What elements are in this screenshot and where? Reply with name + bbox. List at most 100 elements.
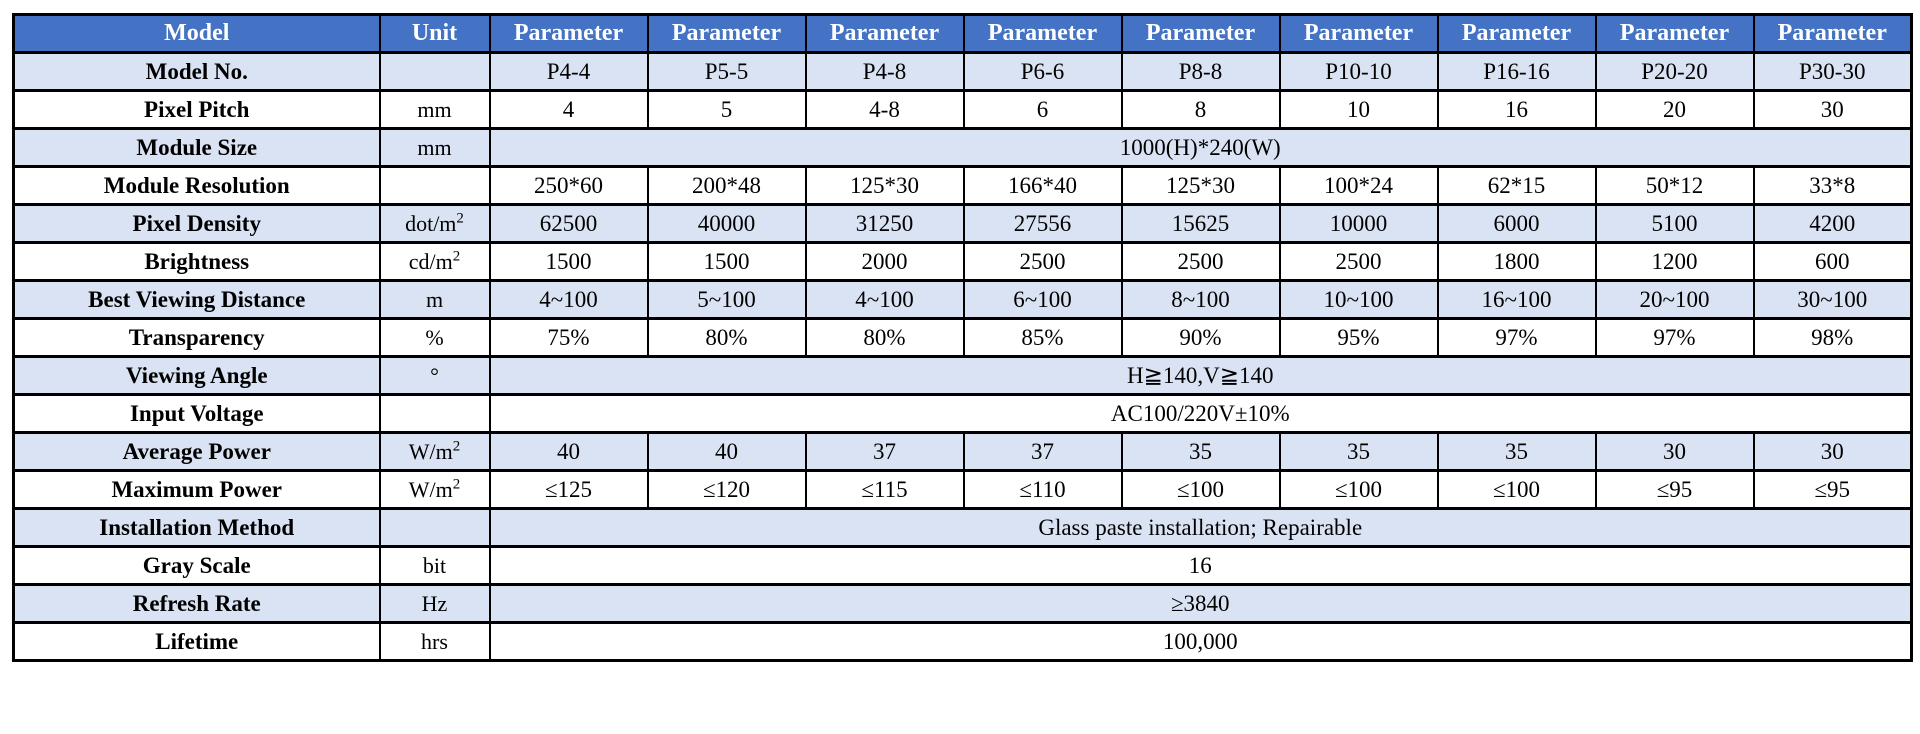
unit-superscript: 2 xyxy=(456,210,464,227)
header-parameter-cell: Parameter xyxy=(1436,13,1597,54)
value-cell: 62*15 xyxy=(1436,165,1597,206)
value-cell: 1800 xyxy=(1436,241,1597,282)
unit-text: % xyxy=(425,324,444,350)
unit-text: cd/m xyxy=(408,248,453,274)
header-parameter-cell: Parameter xyxy=(646,13,807,54)
table-row: Brightness cd/m2 1500 1500 2000 2500 2500 2500 1… xyxy=(12,241,1913,282)
value-cell: 30 xyxy=(1594,431,1755,472)
value-cell: 125*30 xyxy=(1120,165,1281,206)
value-cell-merged: 1000(H)*240(W) xyxy=(488,127,1913,168)
value-cell: 35 xyxy=(1436,431,1597,472)
unit-cell xyxy=(378,393,491,434)
value-cell: ≤125 xyxy=(488,469,649,510)
value-cell: P10-10 xyxy=(1278,51,1439,92)
table-row: Maximum Power W/m2 ≤125 ≤120 ≤115 ≤110 ≤100 ≤10… xyxy=(12,469,1913,510)
value-cell: P30-30 xyxy=(1752,51,1913,92)
row-label-cell: Pixel Density xyxy=(12,203,381,244)
spec-table-head: Model Unit Parameter Parameter Parameter Pa… xyxy=(12,13,1913,54)
table-row: Viewing Angle ° H≧140,V≧140 xyxy=(12,355,1913,396)
table-row: Model No. P4-4 P5-5 P4-8 P6-6 P8-8 P10-10 P16-1… xyxy=(12,51,1913,92)
header-parameter-cell: Parameter xyxy=(1594,13,1755,54)
value-cell: ≤110 xyxy=(962,469,1123,510)
unit-cell: mm xyxy=(378,127,491,168)
header-parameter-cell: Parameter xyxy=(488,13,649,54)
unit-cell: W/m2 xyxy=(378,469,491,510)
value-cell: 200*48 xyxy=(646,165,807,206)
value-cell-merged: ≥3840 xyxy=(488,583,1913,624)
value-cell-merged: 100,000 xyxy=(488,621,1913,662)
table-row: Pixel Pitch mm 4 5 4-8 6 8 10 16 20 30 xyxy=(12,89,1913,130)
value-cell: P5-5 xyxy=(646,51,807,92)
value-cell: 10 xyxy=(1278,89,1439,130)
unit-text: W/m xyxy=(408,438,453,464)
value-cell: 2500 xyxy=(1120,241,1281,282)
value-cell: 15625 xyxy=(1120,203,1281,244)
value-cell: 80% xyxy=(646,317,807,358)
value-cell: P4-8 xyxy=(804,51,965,92)
value-cell: 40000 xyxy=(646,203,807,244)
value-cell: 75% xyxy=(488,317,649,358)
unit-cell: cd/m2 xyxy=(378,241,491,282)
row-label-cell: Transparency xyxy=(12,317,381,358)
value-cell: 600 xyxy=(1752,241,1913,282)
value-cell: P20-20 xyxy=(1594,51,1755,92)
row-label-cell: Input Voltage xyxy=(12,393,381,434)
value-cell: 166*40 xyxy=(962,165,1123,206)
table-row: Best Viewing Distance m 4~100 5~100 4~100 6~1… xyxy=(12,279,1913,320)
table-row: Transparency% 75% 80% 80% 85% 90% 95% 97% 97% 98% xyxy=(12,317,1913,358)
table-row: Input Voltage AC100/220V±10% xyxy=(12,393,1913,434)
value-cell-merged: H≧140,V≧140 xyxy=(488,355,1913,396)
unit-text: dot/m xyxy=(405,210,457,236)
header-model-cell: Model xyxy=(12,13,381,54)
value-cell: 100*24 xyxy=(1278,165,1439,206)
value-cell: 1200 xyxy=(1594,241,1755,282)
unit-cell: ° xyxy=(378,355,491,396)
value-cell: ≤95 xyxy=(1594,469,1755,510)
row-label-cell: Gray Scale xyxy=(12,545,381,586)
table-row: Gray Scale bit 16 xyxy=(12,545,1913,586)
value-cell: 10~100 xyxy=(1278,279,1439,320)
value-cell: 35 xyxy=(1278,431,1439,472)
table-row: Lifetime hrs 100,000 xyxy=(12,621,1913,662)
value-cell: ≤100 xyxy=(1436,469,1597,510)
row-label-cell: Model No. xyxy=(12,51,381,92)
value-cell: ≤100 xyxy=(1120,469,1281,510)
table-row: Refresh Rate Hz ≥3840 xyxy=(12,583,1913,624)
unit-cell: bit xyxy=(378,545,491,586)
row-label-cell: Maximum Power xyxy=(12,469,381,510)
unit-cell: m xyxy=(378,279,491,320)
unit-cell: hrs xyxy=(378,621,491,662)
unit-superscript: 2 xyxy=(452,476,461,493)
value-cell: 20~100 xyxy=(1594,279,1755,320)
value-cell: 30 xyxy=(1752,89,1913,130)
value-cell: 6000 xyxy=(1436,203,1597,244)
row-label-cell: Module Resolution xyxy=(12,165,381,206)
value-cell: 97% xyxy=(1594,317,1755,358)
unit-cell: W/m2 xyxy=(378,431,491,472)
value-cell: 2500 xyxy=(1278,241,1439,282)
value-cell: 5~100 xyxy=(646,279,807,320)
unit-text: Hz xyxy=(421,590,448,616)
value-cell: 95% xyxy=(1278,317,1439,358)
header-row: Model Unit Parameter Parameter Parameter Pa… xyxy=(12,13,1913,54)
value-cell: 4200 xyxy=(1752,203,1913,244)
unit-cell xyxy=(378,165,491,206)
value-cell: 16 xyxy=(1436,89,1597,130)
row-label-cell: Module Size xyxy=(12,127,381,168)
value-cell: 5100 xyxy=(1594,203,1755,244)
value-cell: ≤115 xyxy=(804,469,965,510)
value-cell: P6-6 xyxy=(962,51,1123,92)
value-cell-merged: Glass paste installation; Repairable xyxy=(488,507,1913,548)
table-row: Average Power W/m2 40 40 37 37 35 35 35 30 30 xyxy=(12,431,1913,472)
value-cell: P8-8 xyxy=(1120,51,1281,92)
header-parameter-cell: Parameter xyxy=(962,13,1123,54)
unit-cell: Hz xyxy=(378,583,491,624)
spec-table: Model Unit Parameter Parameter Parameter Pa… xyxy=(12,13,1913,662)
value-cell: 8~100 xyxy=(1120,279,1281,320)
value-cell: 6 xyxy=(962,89,1123,130)
header-parameter-cell: Parameter xyxy=(804,13,965,54)
header-parameter-cell: Parameter xyxy=(1278,13,1439,54)
value-cell: 1500 xyxy=(646,241,807,282)
value-cell: P4-4 xyxy=(488,51,649,92)
value-cell-merged: AC100/220V±10% xyxy=(488,393,1913,434)
